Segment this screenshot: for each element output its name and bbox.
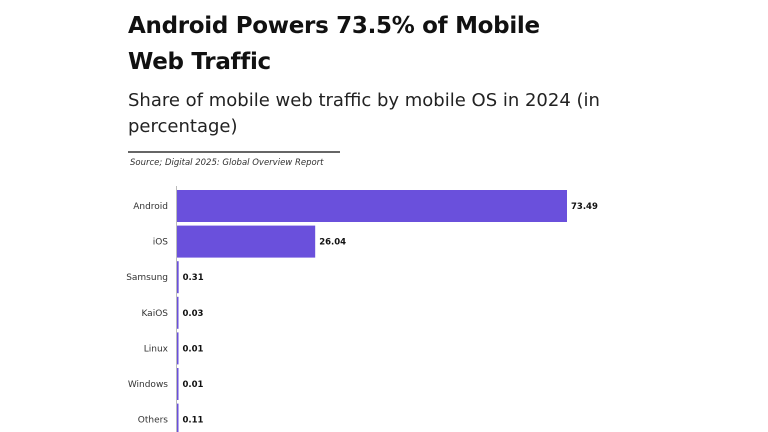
bar-linux: [177, 332, 179, 365]
chart-title: Android Powers 73.5% of Mobile Web Traff…: [128, 13, 540, 75]
value-label: 0.03: [183, 309, 204, 319]
value-label: 0.01: [183, 380, 204, 390]
category-label: KaiOS: [141, 309, 168, 319]
divider: [128, 151, 340, 153]
value-label: 0.01: [183, 344, 204, 354]
category-label: Windows: [128, 380, 168, 390]
bar-android: [177, 190, 567, 222]
bar-ios: [177, 225, 316, 258]
value-label: 26.04: [319, 238, 346, 248]
bar-samsung: [177, 261, 179, 294]
category-label: Others: [138, 416, 169, 426]
bar-windows: [177, 368, 179, 400]
category-label: Samsung: [126, 273, 168, 283]
category-label: iOS: [153, 238, 169, 248]
bar-others: [177, 403, 179, 432]
category-label: Android: [133, 202, 168, 212]
bar-kaios: [177, 296, 179, 329]
value-label: 0.11: [183, 416, 204, 426]
source-note: Source; Digital 2025: Global Overview Re…: [130, 158, 324, 168]
value-label: 73.49: [571, 202, 598, 212]
value-label: 0.31: [183, 273, 204, 283]
chart-subtitle: Share of mobile web traffic by mobile OS…: [128, 90, 600, 137]
category-label: Linux: [144, 344, 169, 354]
